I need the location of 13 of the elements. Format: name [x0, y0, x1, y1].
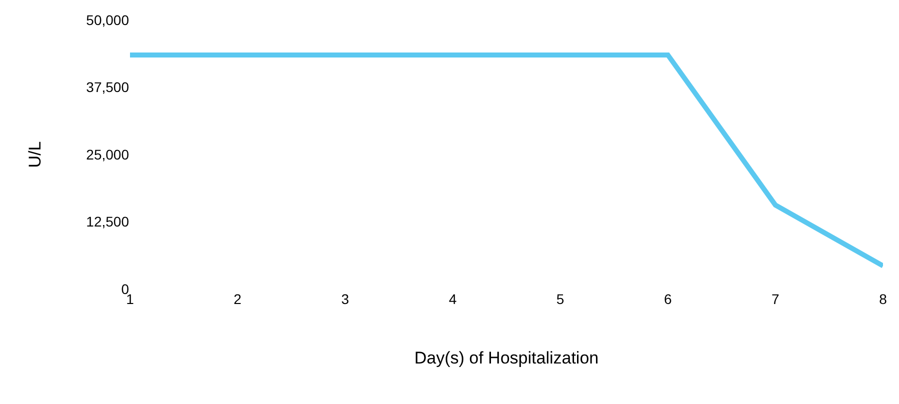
- x-tick-label: 7: [772, 291, 780, 307]
- x-tick-label: 2: [234, 291, 242, 307]
- x-tick-label: 5: [556, 291, 564, 307]
- y-tick-label: 25,000: [86, 146, 130, 162]
- y-tick-label: 50,000: [86, 12, 130, 28]
- y-axis-title: U/L: [26, 141, 45, 168]
- x-tick-label: 8: [879, 291, 888, 307]
- y-tick-label: 12,500: [86, 214, 130, 230]
- x-tick-label: 4: [448, 291, 457, 307]
- y-tick-label: 37,500: [86, 79, 130, 96]
- x-axis-title: Day(s) of Hospitalization: [414, 348, 599, 368]
- x-tick-label: 6: [664, 291, 672, 307]
- x-tick-label: 3: [341, 291, 350, 307]
